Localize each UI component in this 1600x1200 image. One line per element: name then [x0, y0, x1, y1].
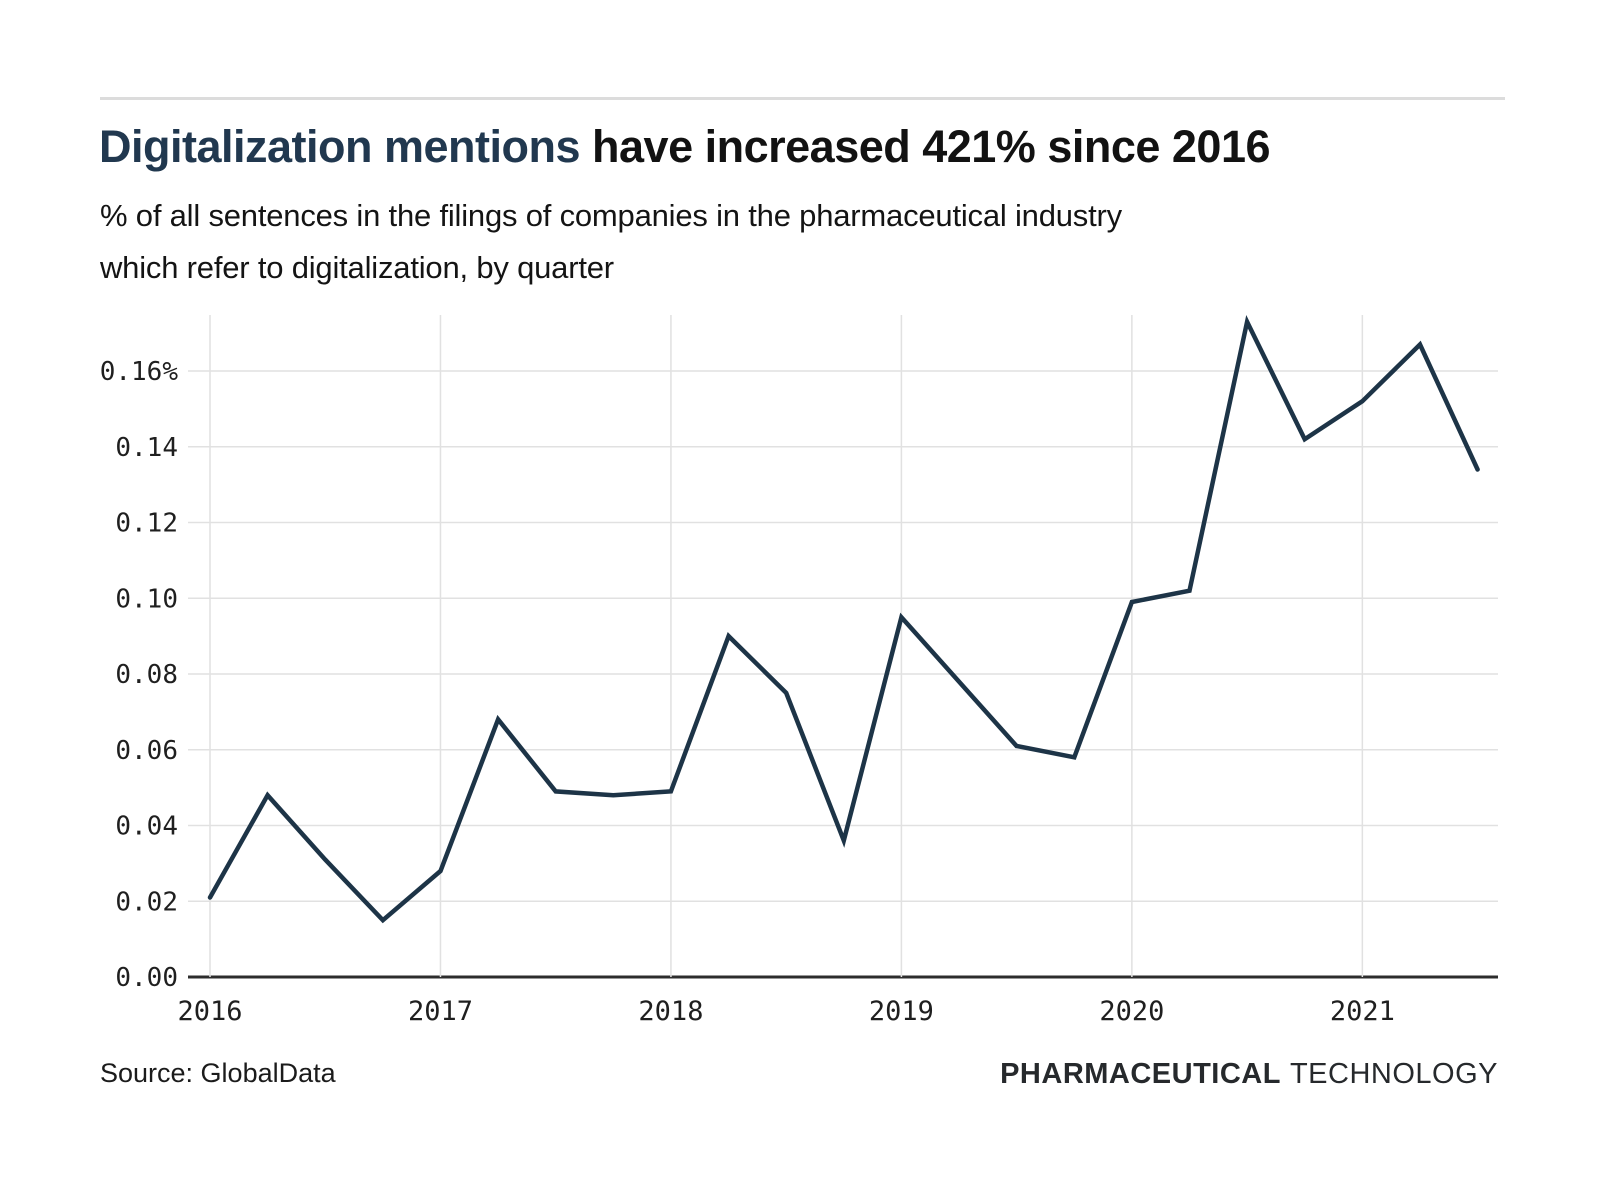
line-chart-svg: 0.00 0.02 0.04 0.06 0.08 0.10 0.12 0.14 0.16% 201… [100, 314, 1498, 1027]
chart-subtitle-line-2: which refer to digitalization, by quarte… [100, 250, 614, 285]
y-tick-label: 0.04 [115, 812, 178, 842]
x-tick-label: 2017 [408, 996, 473, 1027]
logo-pharmaceutical: PHARMACEUTICAL [1000, 1058, 1281, 1090]
x-tick-label: 2021 [1330, 996, 1395, 1027]
y-tick-label: 0.12 [115, 509, 178, 539]
y-tick-label: 0.06 [115, 736, 178, 766]
logo-technology: TECHNOLOGY [1289, 1058, 1498, 1090]
chart-subtitle: % of all sentences in the filings of com… [100, 190, 1122, 294]
y-tick-label: 0.16% [100, 357, 179, 387]
line-chart: 0.00 0.02 0.04 0.06 0.08 0.10 0.12 0.14 0.16% 201… [0, 300, 1600, 1040]
chart-title: Digitalization mentions have increased 4… [99, 121, 1271, 173]
y-tick-label: 0.10 [115, 584, 178, 614]
chart-title-rest: have increased 421% since 2016 [580, 121, 1271, 172]
y-tick-label: 0.08 [115, 660, 178, 690]
source-note: Source: GlobalData [100, 1058, 336, 1088]
y-tick-label: 0.02 [115, 887, 178, 917]
chart-subtitle-line-1: % of all sentences in the filings of com… [100, 198, 1122, 233]
digitalization-trend-line [207, 314, 1480, 924]
publication-logo: PHARMACEUTICAL TECHNOLOGY [1000, 1058, 1498, 1091]
x-tick-label: 2019 [869, 996, 934, 1027]
x-tick-label: 2018 [638, 996, 703, 1027]
top-divider [100, 97, 1505, 100]
x-tick-label: 2016 [177, 996, 242, 1027]
chart-title-highlight: Digitalization mentions [99, 121, 581, 172]
x-tick-label: 2020 [1099, 996, 1164, 1027]
y-tick-label: 0.14 [115, 433, 178, 463]
y-tick-label: 0.00 [115, 963, 178, 993]
